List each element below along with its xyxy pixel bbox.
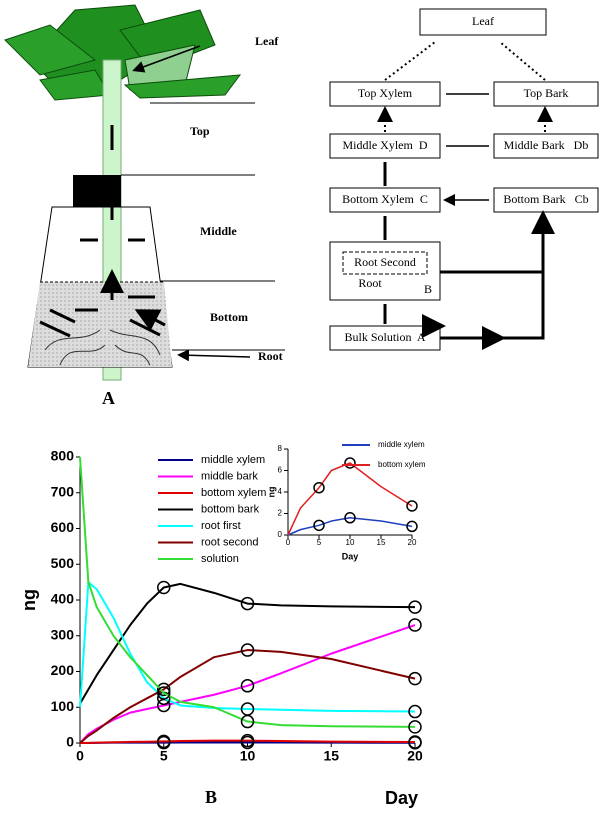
- x-tick-label: 5: [317, 538, 322, 547]
- data-marker: [408, 618, 422, 632]
- plant-label: Leaf: [255, 34, 279, 48]
- data-marker: [408, 600, 422, 614]
- y-tick-label: 0: [278, 530, 283, 539]
- y-tick-label: 800: [51, 448, 75, 464]
- legend-label: root second: [201, 536, 258, 548]
- y-axis-label: ng: [266, 487, 276, 498]
- plant-drawing: [4, 4, 285, 381]
- data-marker: [408, 704, 422, 719]
- plant-label: Root: [258, 349, 283, 363]
- data-marker: [406, 500, 418, 512]
- legend-label: bottom bark: [201, 503, 260, 515]
- node-label: Bulk Solution A: [344, 330, 425, 344]
- node-label: Root: [358, 276, 382, 290]
- data-marker: [240, 714, 255, 729]
- data-marker: [157, 682, 171, 697]
- node-label: Middle Bark Db: [504, 138, 589, 152]
- node-label: Leaf: [472, 14, 494, 28]
- plant-label: Middle: [200, 224, 237, 238]
- node-label: Bottom Bark Cb: [503, 192, 588, 206]
- series-line: [79, 456, 416, 728]
- flow-diagram: [329, 8, 599, 350]
- data-marker: [240, 679, 255, 693]
- series-line: [79, 582, 416, 705]
- node-label: B: [424, 282, 432, 296]
- node-label: Top Bark: [524, 86, 569, 100]
- node-label: Top Xylem: [358, 86, 413, 100]
- legend-label: middle xylem: [201, 454, 265, 466]
- panel-label: B: [205, 787, 217, 807]
- x-axis-label: Day: [342, 551, 359, 561]
- data-marker: [157, 686, 171, 700]
- y-tick-label: 200: [51, 662, 75, 678]
- node-label: Root Second: [354, 255, 416, 269]
- series-line: [287, 462, 413, 536]
- legend-label: root first: [201, 520, 241, 532]
- x-tick-label: 15: [323, 748, 339, 764]
- data-marker: [157, 734, 171, 749]
- data-marker: [240, 596, 255, 611]
- legend-label: middle bark: [201, 470, 258, 482]
- node-label: Middle Xylem D: [343, 138, 428, 152]
- x-tick-label: 10: [346, 538, 355, 547]
- data-marker: [406, 520, 418, 533]
- plant-label: Bottom: [210, 310, 248, 324]
- series-line: [79, 649, 416, 744]
- y-tick-label: 100: [51, 698, 75, 714]
- legend-label: solution: [201, 553, 239, 565]
- x-tick-label: 0: [286, 538, 291, 547]
- data-marker: [313, 519, 325, 532]
- y-tick-label: 600: [51, 519, 75, 535]
- y-tick-label: 500: [51, 555, 75, 571]
- data-marker: [408, 720, 422, 734]
- y-tick-label: 300: [51, 626, 75, 642]
- data-marker: [408, 671, 422, 686]
- x-axis-label: Day: [385, 788, 418, 808]
- y-tick-label: 400: [51, 591, 75, 607]
- legend-label: bottom xylem: [378, 460, 426, 469]
- y-axis-label: ng: [19, 589, 39, 611]
- series-line: [79, 739, 416, 744]
- data-marker: [313, 481, 325, 494]
- legend-label: middle xylem: [378, 440, 425, 449]
- data-marker: [344, 457, 356, 469]
- data-marker: [157, 580, 171, 595]
- data-marker: [240, 643, 255, 657]
- x-tick-label: 20: [408, 538, 417, 547]
- data-marker: [408, 735, 422, 749]
- x-tick-label: 20: [407, 748, 423, 764]
- y-tick-label: 700: [51, 483, 75, 499]
- x-tick-label: 10: [240, 748, 256, 764]
- data-marker: [240, 733, 255, 748]
- x-tick-label: 0: [76, 748, 84, 764]
- y-tick-label: 4: [278, 487, 283, 496]
- series-line: [287, 517, 413, 536]
- data-marker: [344, 512, 356, 524]
- x-tick-label: 15: [377, 538, 386, 547]
- x-tick-label: 5: [160, 748, 168, 764]
- y-tick-label: 2: [278, 509, 283, 518]
- node-label: Bottom Xylem C: [342, 192, 428, 206]
- y-tick-label: 6: [278, 466, 283, 475]
- legend-label: bottom xylem: [201, 487, 266, 499]
- panel-label: A: [102, 388, 115, 408]
- series-line: [79, 624, 416, 744]
- y-tick-label: 0: [66, 734, 74, 750]
- y-tick-label: 8: [278, 444, 283, 453]
- plant-label: Top: [190, 124, 210, 138]
